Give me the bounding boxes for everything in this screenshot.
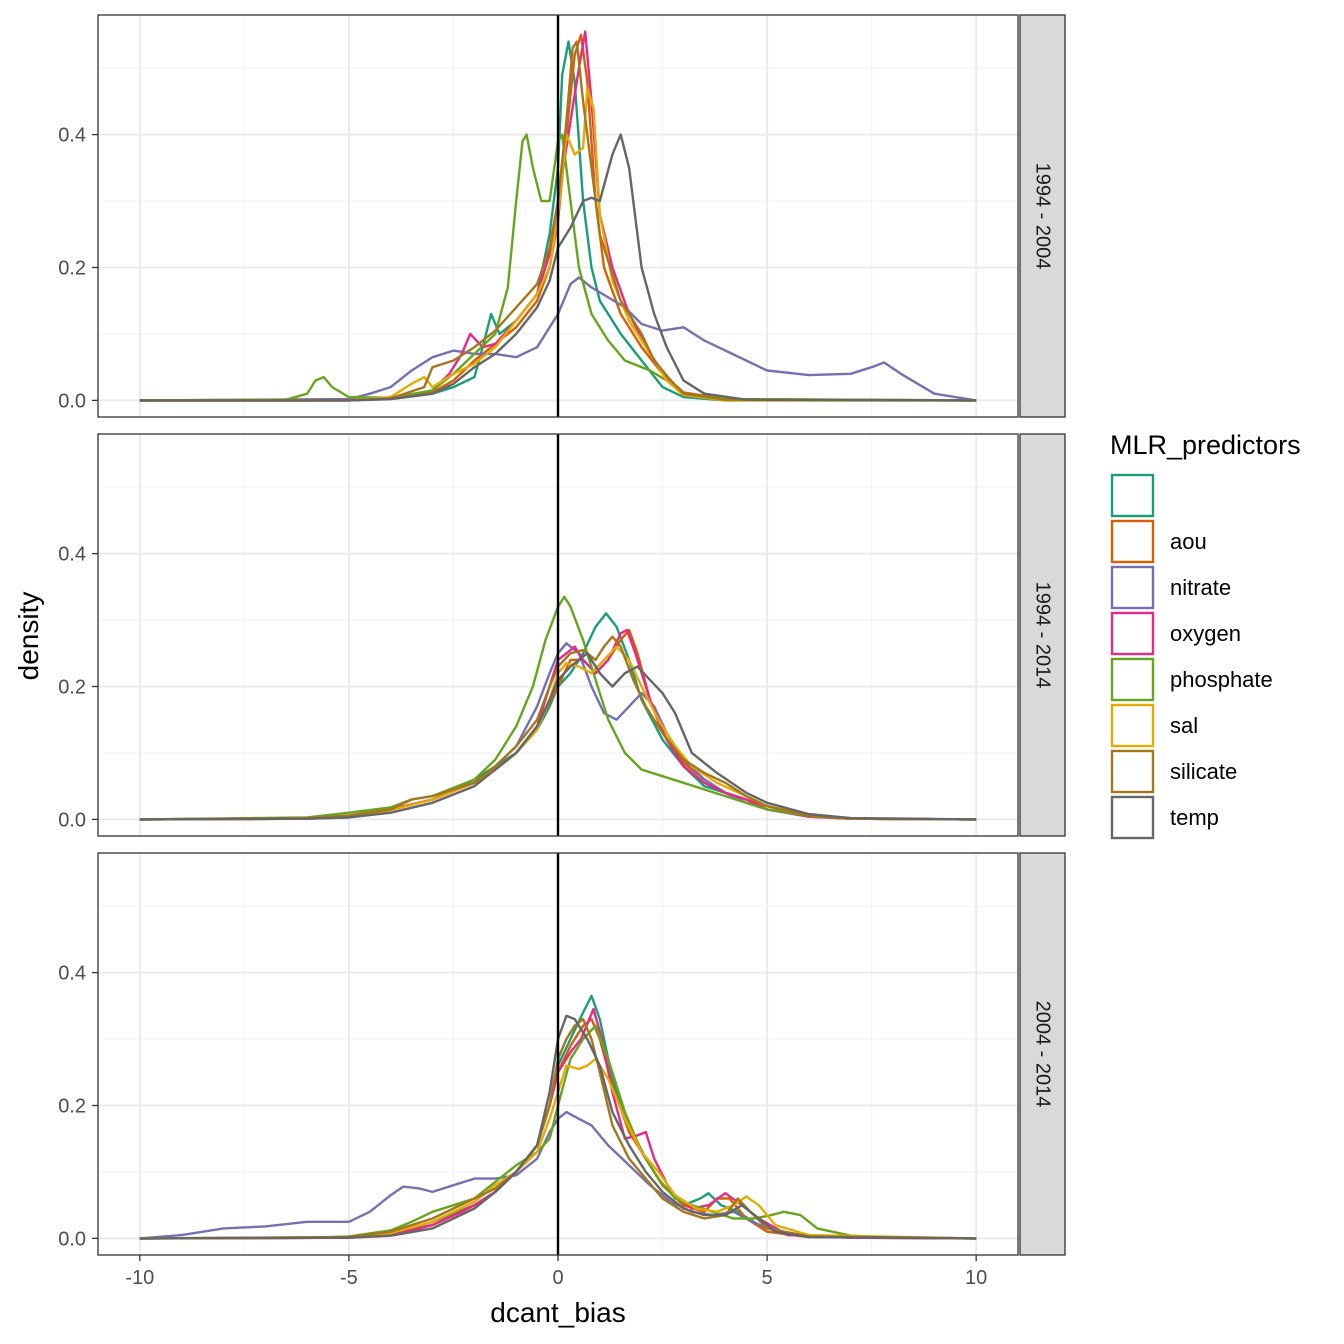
- legend-label: sal: [1170, 713, 1198, 738]
- density-line-sal: [139, 645, 977, 821]
- legend-label: nitrate: [1170, 575, 1231, 600]
- density-line-phosphate: [139, 133, 977, 402]
- legend-key-oxygen: [1110, 611, 1155, 656]
- legend-key-nitrate: [1110, 565, 1155, 610]
- panel-border: [97, 433, 1019, 837]
- facet-strip-label: 1994 - 2014: [1032, 582, 1054, 689]
- y-tick-label: 0.2: [58, 257, 86, 279]
- density-line-temp: [139, 652, 977, 821]
- density-line-nitrate: [139, 276, 977, 402]
- density-line-silicate: [139, 635, 977, 821]
- legend-label: oxygen: [1170, 621, 1241, 646]
- x-tick-label: 5: [762, 1267, 773, 1289]
- density-line-sal: [139, 86, 977, 402]
- panels-layer: 0.0 0.2 0.4 1994 - 2004 0.0 0.2 0.4 1994 - 2014…: [58, 14, 1066, 1256]
- y-tick-label: 0.0: [58, 390, 86, 412]
- y-tick-label: 0.0: [58, 809, 86, 831]
- facet-strip-label: 2004 - 2014: [1032, 1001, 1054, 1108]
- legend: MLR_predictors aou nitrate oxygen phosphate…: [1110, 430, 1301, 840]
- facet-strip-label: 1994 - 2004: [1032, 163, 1054, 270]
- legend-key-sal: [1110, 703, 1155, 748]
- legend-items: aou nitrate oxygen phosphate sal silicate temp: [1110, 473, 1273, 840]
- density-line-oxygen: [139, 1007, 977, 1240]
- density-line-temp: [139, 133, 977, 402]
- x-tick-label: 0: [552, 1267, 563, 1289]
- legend-label: phosphate: [1170, 667, 1273, 692]
- legend-key-aou: [1110, 519, 1155, 564]
- y-tick-label: 0.4: [58, 544, 86, 566]
- legend-label: temp: [1170, 805, 1219, 830]
- x-axis-title: dcant_bias: [490, 1297, 625, 1328]
- legend-label: aou: [1170, 529, 1207, 554]
- y-tick-label: 0.4: [58, 125, 86, 147]
- facet-panel: 0.0 0.2 0.4 1994 - 2004: [58, 14, 1066, 418]
- y-axis-title: density: [13, 592, 44, 681]
- legend-key-silicate: [1110, 749, 1155, 794]
- facet-panel: 0.0 0.2 0.4 1994 - 2014: [58, 433, 1066, 837]
- x-axis: -10 -5 0 5 10: [125, 1255, 987, 1289]
- y-tick-label: 0.2: [58, 676, 86, 698]
- x-tick-label: -5: [340, 1267, 358, 1289]
- facet-strip: [1019, 852, 1066, 1256]
- x-tick-label: 10: [965, 1267, 987, 1289]
- legend-key-all: [1110, 473, 1155, 518]
- density-line-phosphate: [139, 1024, 977, 1240]
- legend-key-phosphate: [1110, 657, 1155, 702]
- facet-strip: [1019, 14, 1066, 418]
- facet-panel: 0.0 0.2 0.4 2004 - 2014: [58, 852, 1066, 1256]
- y-tick-label: 0.0: [58, 1228, 86, 1250]
- legend-key-temp: [1110, 795, 1155, 840]
- y-tick-label: 0.4: [58, 963, 86, 985]
- y-tick-label: 0.2: [58, 1095, 86, 1117]
- density-line-silicate: [139, 40, 977, 402]
- facet-strip: [1019, 433, 1066, 837]
- x-tick-label: -10: [125, 1267, 154, 1289]
- legend-label: silicate: [1170, 759, 1237, 784]
- legend-title: MLR_predictors: [1110, 430, 1301, 460]
- density-line-temp: [139, 1014, 977, 1240]
- density-line-silicate: [139, 1017, 977, 1240]
- panel-border: [97, 14, 1019, 418]
